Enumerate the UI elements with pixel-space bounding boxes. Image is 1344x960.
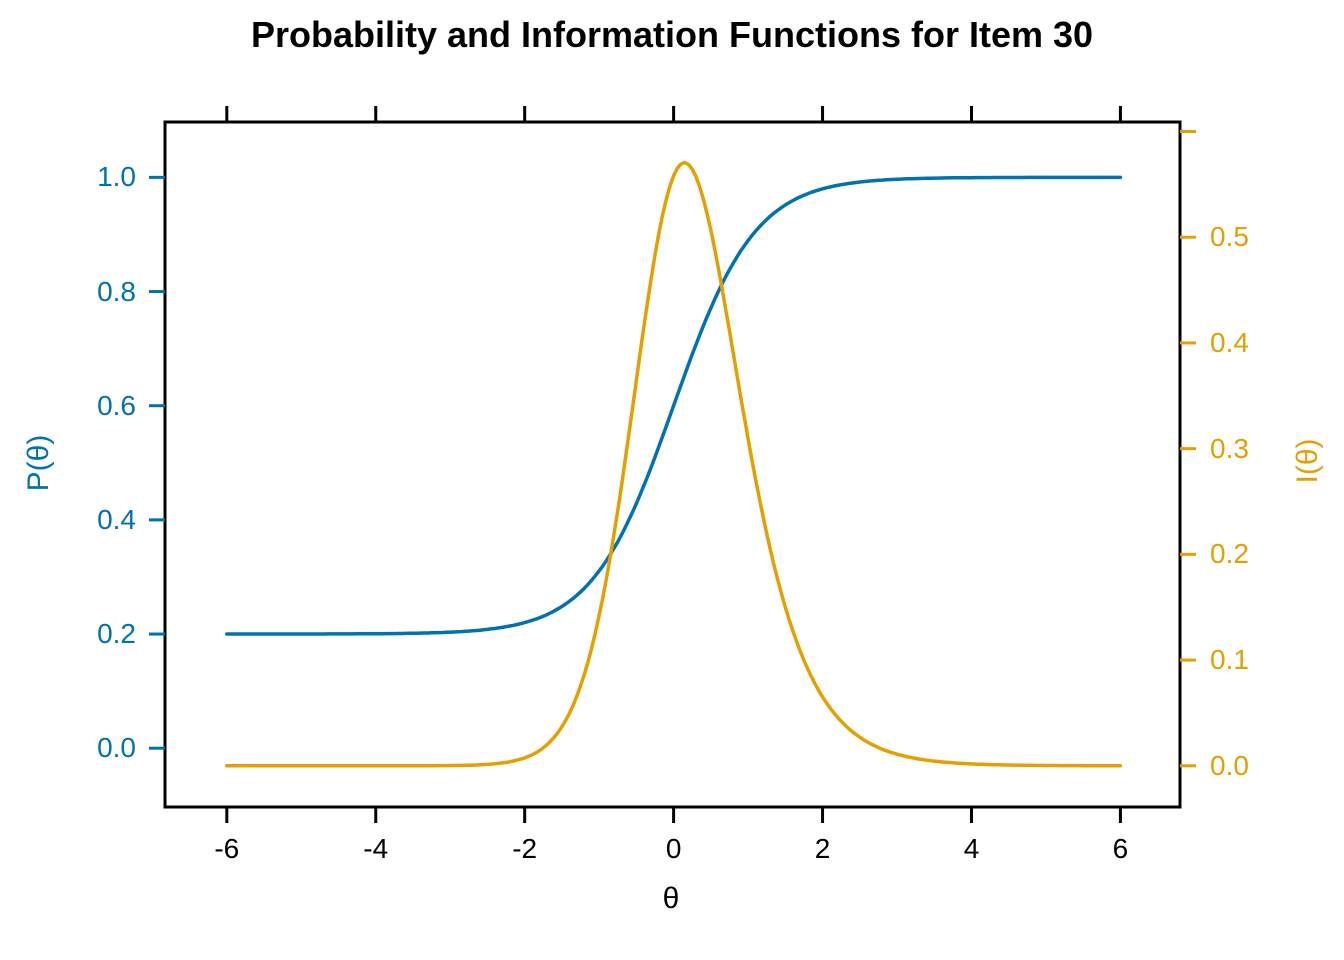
x-tick-label: -4 [363,833,389,864]
curve-item-characteristic-curve [225,175,1123,636]
left-tick-label: 0.8 [97,275,136,307]
right-axis-label: I(θ) [1291,438,1324,484]
right-tick-label: 0.0 [1210,749,1249,781]
left-tick-label: 0.2 [97,618,136,650]
left-tick-label: 0.0 [97,732,136,764]
x-tick-label: 2 [814,833,831,864]
right-tick-label: 0.2 [1210,538,1249,570]
x-tick-label: -6 [214,833,240,864]
x-tick-label: 0 [665,833,682,864]
right-tick-label: 0.5 [1210,221,1249,253]
x-tick-label: -2 [512,833,538,864]
plot-box [163,120,1182,809]
left-tick-label: 0.4 [97,503,136,535]
right-tick-label: 0.3 [1210,432,1249,464]
left-tick-label: 1.0 [97,161,136,193]
right-tick-label: 0.1 [1210,644,1249,676]
curve-item-information-curve [225,160,1123,768]
x-axis-label: θ [662,882,680,915]
x-tick-label: 6 [1112,833,1129,864]
left-tick-label: 0.6 [97,389,136,421]
x-tick-label: 4 [963,833,980,864]
chart-title: Probability and Information Functions fo… [250,14,1094,55]
right-tick-label: 0.4 [1210,326,1249,358]
left-axis-label: P(θ) [22,434,55,492]
